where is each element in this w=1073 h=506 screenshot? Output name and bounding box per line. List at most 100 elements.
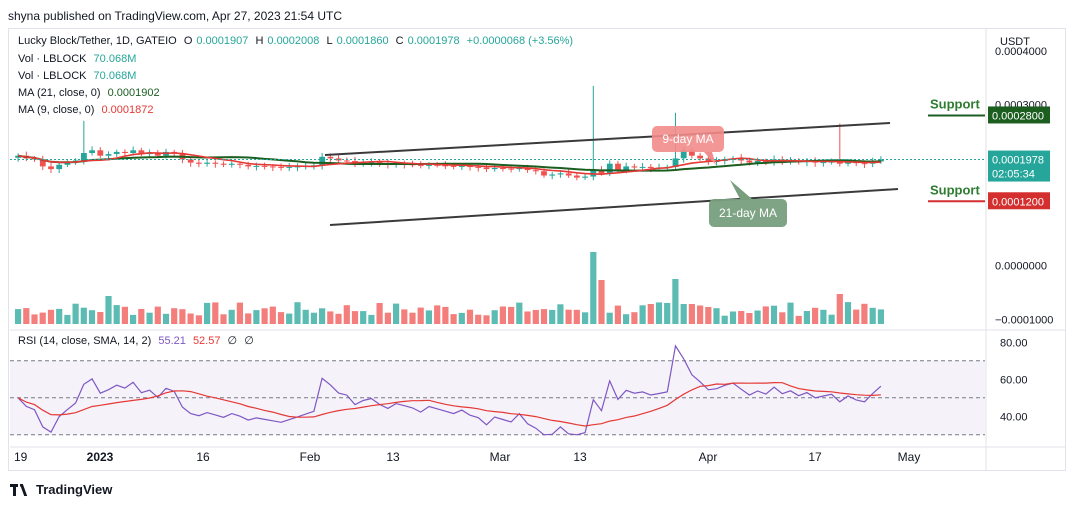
volume-bar: [483, 315, 490, 324]
price-axis-currency: USDT: [1000, 36, 1030, 48]
candle-body: [48, 166, 54, 170]
volume-bar: [47, 309, 55, 324]
candle-body: [220, 163, 227, 165]
candle-body: [204, 162, 210, 164]
volume-bar: [746, 313, 753, 324]
volume-bar: [327, 311, 334, 324]
candle-body: [549, 174, 556, 176]
volume-bar: [738, 311, 745, 324]
volume-bar: [154, 306, 161, 324]
candle-body: [623, 166, 630, 171]
legend-close-label: C: [395, 35, 404, 47]
candle-body: [746, 160, 753, 163]
candle-body: [516, 168, 523, 170]
legend-ma21-value: 0.0001902: [107, 87, 160, 99]
ma9-callout-text: 9-day MA: [662, 132, 713, 146]
volume-bar: [113, 305, 120, 324]
publisher-line: shyna published on TradingView.com, Apr …: [8, 9, 342, 23]
candle-body: [598, 170, 605, 174]
volume-bar: [97, 312, 104, 324]
volume-bar: [803, 311, 810, 324]
time-axis-label: 13: [386, 450, 400, 464]
candle-body: [253, 165, 260, 167]
legend-vol-2[interactable]: Vol · LBLOCK 70.068M: [18, 70, 140, 82]
candle-body: [237, 163, 243, 165]
lower-trendline: [329, 188, 899, 226]
legend-rsi[interactable]: RSI (14, close, SMA, 14, 2) 55.21 52.57 …: [18, 334, 258, 347]
candle-body: [286, 166, 293, 168]
support-upper-label: Support: [930, 96, 980, 111]
rsi-axis-label: 80.00: [1000, 337, 1028, 349]
volume-bar: [549, 309, 556, 324]
candle-body: [582, 176, 588, 178]
volume-bar: [409, 312, 416, 324]
volume-bar: [770, 305, 778, 324]
price-axis-label: 0.0004000: [995, 46, 1047, 58]
volume-bar: [179, 309, 186, 324]
time-axis-label: 19: [14, 450, 28, 464]
tradingview-footer[interactable]: TradingView: [10, 482, 112, 497]
volume-bar: [343, 305, 350, 324]
candle-body: [434, 164, 441, 166]
volume-bar: [162, 313, 170, 324]
volume-bar: [590, 252, 597, 324]
legend-change: +0.0000068 (+3.56%): [466, 35, 574, 47]
candle-body: [491, 168, 498, 170]
time-axis-label: Feb: [300, 450, 321, 464]
volume-bar: [697, 305, 704, 324]
volume-bar: [335, 313, 342, 324]
volume-bar: [286, 313, 293, 324]
ma21-line: [17, 154, 881, 172]
volume-bar: [844, 302, 852, 324]
volume-bar: [672, 279, 679, 324]
volume-bar: [508, 306, 515, 324]
volume-bar: [319, 308, 326, 324]
volume-bar: [434, 305, 441, 324]
legend-ma9[interactable]: MA (9, close, 0) 0.0001872: [18, 104, 157, 116]
volume-bar: [88, 310, 96, 324]
candle-body: [442, 165, 449, 167]
candle-body: [565, 173, 572, 176]
volume-bar: [861, 303, 868, 324]
legend-symbol[interactable]: Lucky Block/Tether, 1D, GATEIO: [18, 35, 177, 47]
candle-body: [532, 170, 539, 172]
legend-vol-1[interactable]: Vol · LBLOCK 70.068M: [18, 53, 140, 65]
volume-bar: [56, 308, 63, 324]
candle-body: [81, 153, 87, 161]
volume-bar: [787, 302, 794, 324]
volume-bar: [401, 309, 408, 324]
volume-bar: [606, 312, 613, 324]
support-upper-value: 0.0002800: [992, 110, 1044, 122]
candle-body: [680, 150, 687, 159]
volume-bar: [15, 309, 22, 324]
volume-bar: [631, 312, 638, 324]
candle-body: [483, 167, 490, 170]
volume-bar: [146, 312, 153, 324]
candle-body: [458, 165, 465, 167]
volume-bar: [729, 311, 737, 324]
volume-bar: [220, 314, 227, 324]
legend-ma21[interactable]: MA (21, close, 0) 0.0001902: [18, 87, 164, 99]
volume-bar: [384, 312, 391, 324]
legend-vol1-value: 70.068M: [93, 53, 137, 65]
volume-bar: [688, 304, 695, 324]
current-price-value: 0.0001978: [992, 155, 1044, 167]
legend-rsi-extra-2: ∅: [244, 335, 254, 347]
candle-body: [89, 150, 95, 153]
candle-body: [122, 151, 128, 153]
volume-bar: [236, 302, 243, 324]
volume-bar: [853, 309, 860, 324]
legend-open-label: O: [183, 35, 193, 47]
volume-bar: [171, 308, 178, 324]
volume-bar: [64, 314, 71, 324]
legend-open: 0.0001907: [196, 35, 249, 47]
volume-bar: [466, 309, 474, 324]
candle-body: [376, 162, 383, 164]
candle-body: [154, 153, 161, 156]
candle-body: [270, 166, 276, 168]
candle-body: [228, 163, 235, 165]
candle-body: [212, 162, 219, 164]
ma21-callout-text: 21-day MA: [719, 206, 777, 220]
candle-body: [245, 164, 252, 167]
